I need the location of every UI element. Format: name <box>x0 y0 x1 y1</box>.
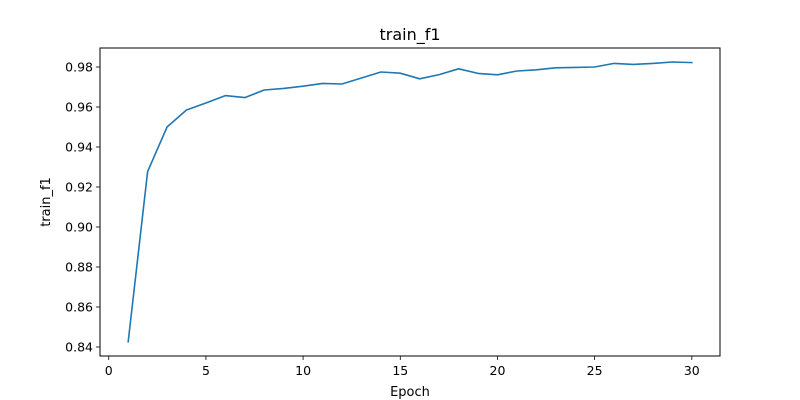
series-line-0 <box>127 61 693 343</box>
x-axis: 0 5 10 15 20 25 30 <box>105 356 700 378</box>
x-tick-label: 20 <box>490 363 506 378</box>
y-tick-label: 0.84 <box>65 340 93 355</box>
x-tick-label: 10 <box>295 363 311 378</box>
y-tick-label: 0.94 <box>65 140 93 155</box>
y-tick-label: 0.98 <box>65 60 93 75</box>
chart-title: train_f1 <box>379 25 440 45</box>
x-tick-label: 0 <box>105 363 113 378</box>
x-tick-label: 15 <box>392 363 408 378</box>
plot-frame <box>99 47 721 357</box>
y-axis-label: train_f1 <box>39 177 54 227</box>
x-tick-label: 5 <box>202 363 210 378</box>
y-axis: 0.84 0.86 0.88 0.90 0.92 0.94 0.96 0.98 <box>65 60 100 355</box>
y-tick-label: 0.86 <box>65 300 93 315</box>
y-tick-label: 0.90 <box>65 220 93 235</box>
x-axis-label: Epoch <box>390 385 430 400</box>
plot-area <box>127 61 693 343</box>
x-tick-label: 30 <box>684 363 700 378</box>
y-tick-label: 0.96 <box>65 100 93 115</box>
y-tick-label: 0.88 <box>65 260 93 275</box>
y-tick-label: 0.92 <box>65 180 93 195</box>
x-tick-label: 25 <box>587 363 603 378</box>
